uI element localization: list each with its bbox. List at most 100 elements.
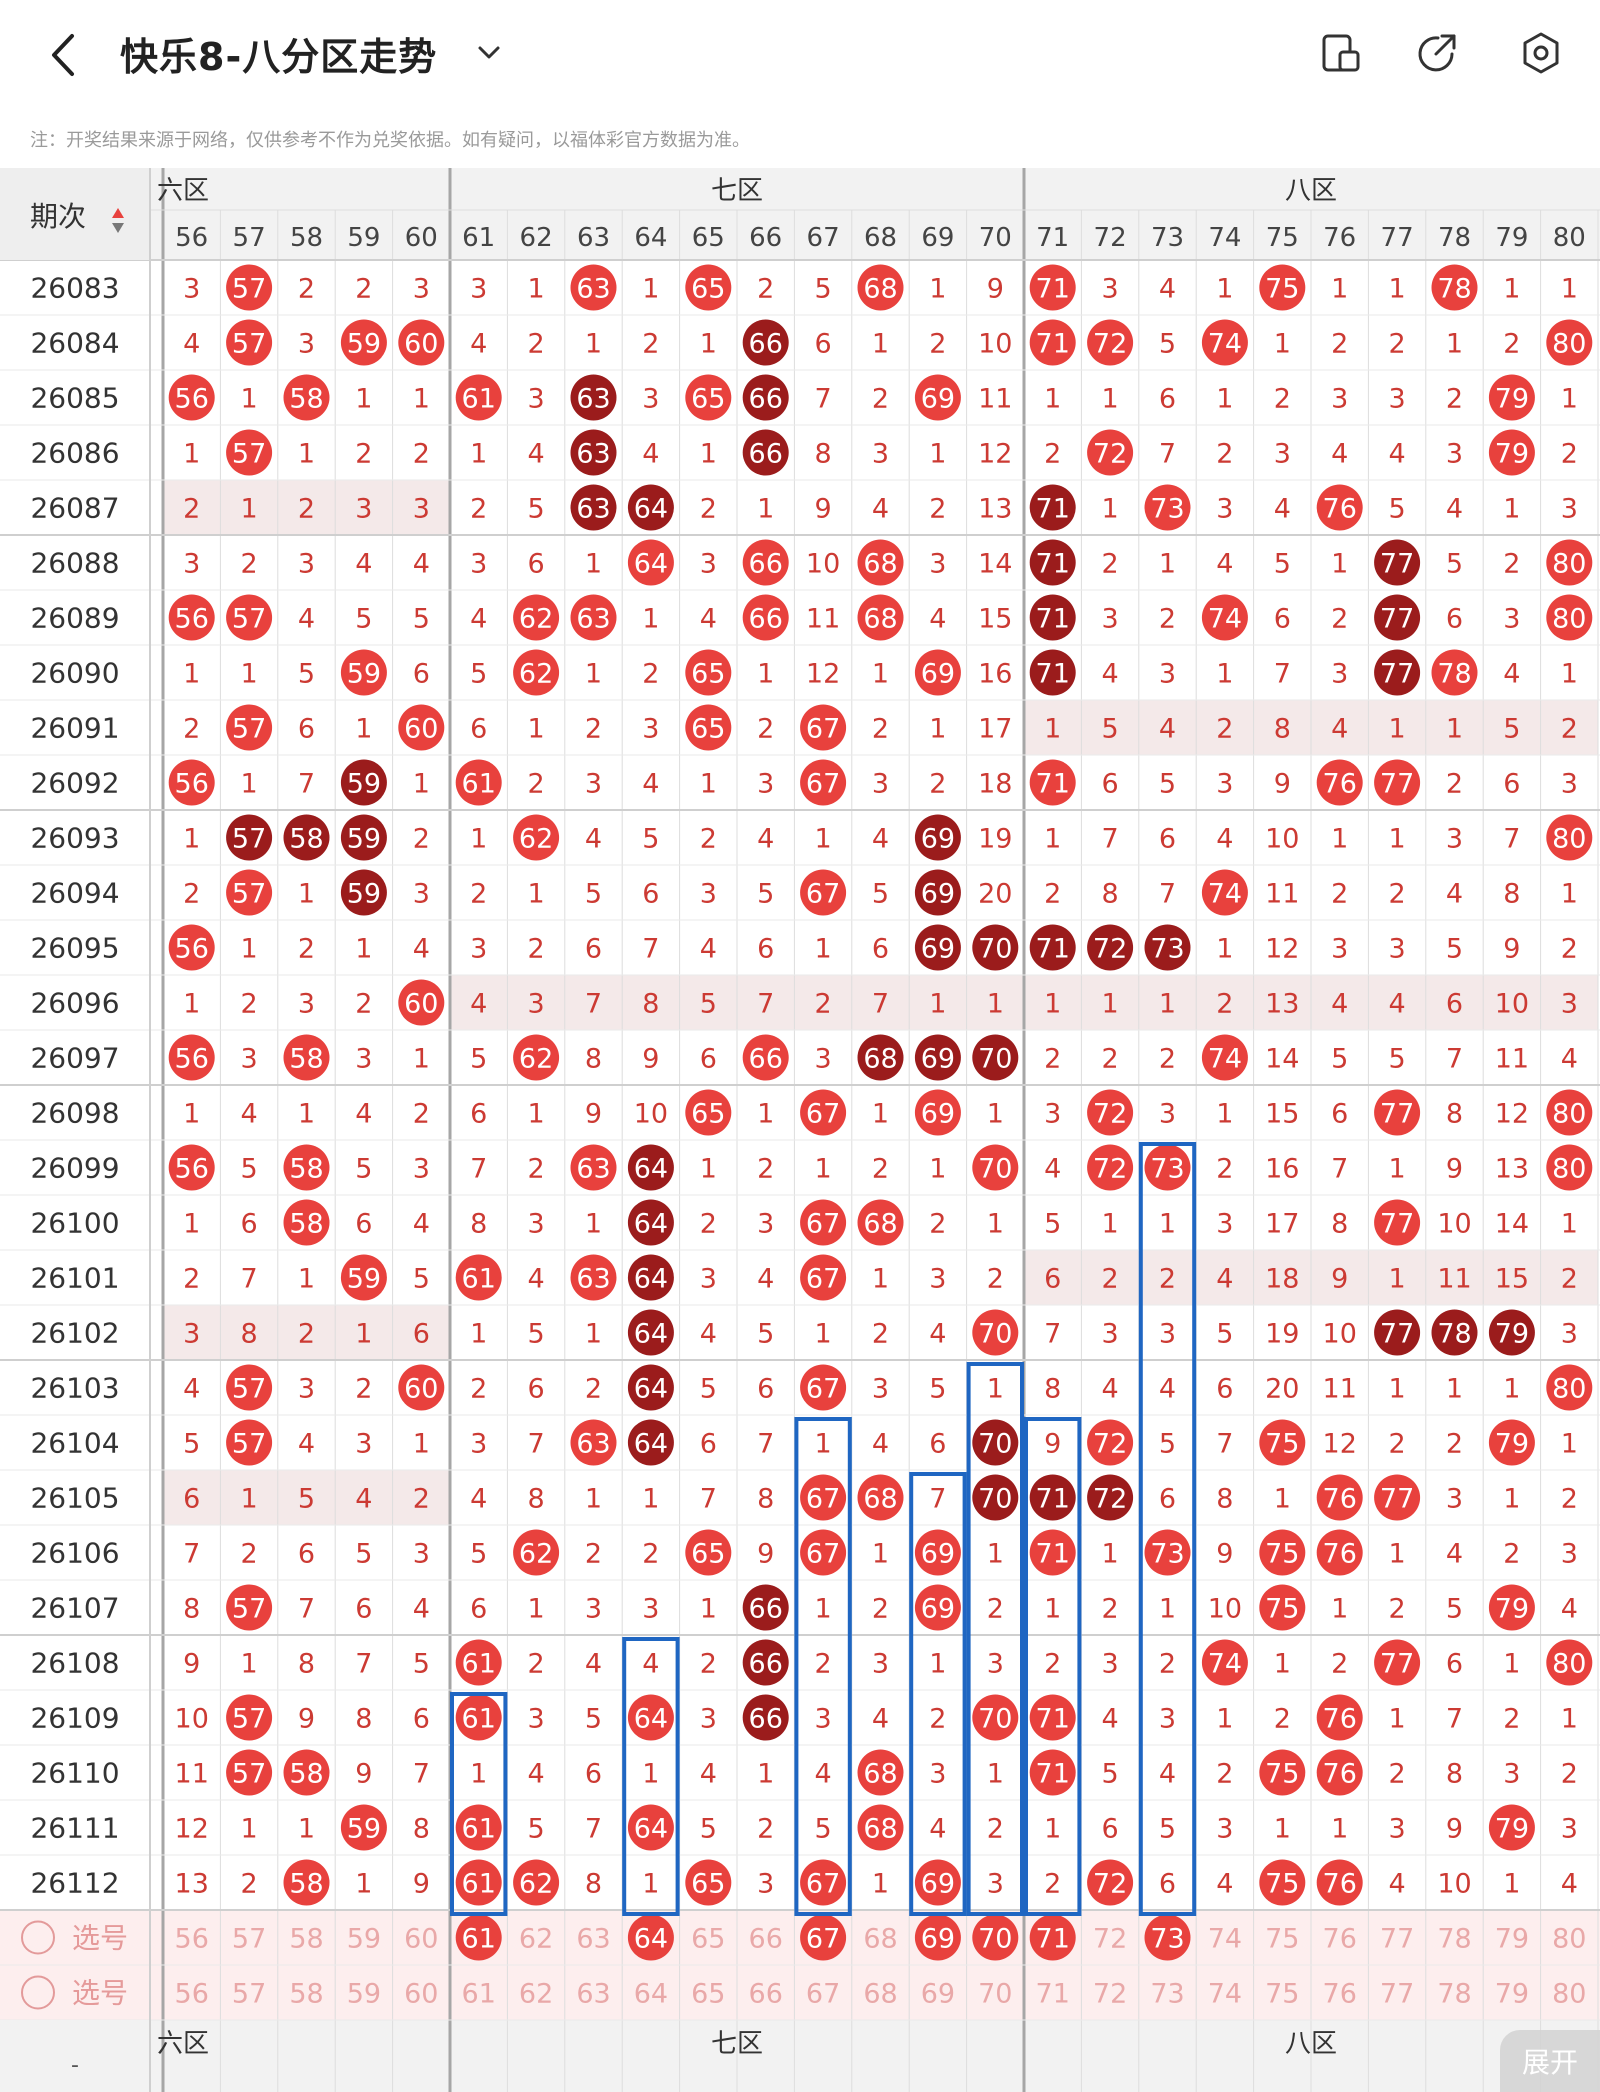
select-number[interactable]: 75 [1265, 1979, 1299, 2010]
ball-circle[interactable] [627, 1914, 674, 1961]
zone-label-bottom: 六区 [157, 2029, 209, 2059]
select-number[interactable]: 65 [691, 1924, 725, 1955]
select-number[interactable]: 75 [1265, 1924, 1299, 1955]
select-number[interactable]: 58 [289, 1924, 323, 1955]
ball-number[interactable]: 61 [462, 1924, 496, 1955]
expand-button[interactable]: 展开 [1500, 2030, 1600, 2092]
ball-number[interactable]: 70 [978, 1924, 1012, 1955]
selected-number-ball[interactable]: 73 [1144, 1914, 1191, 1961]
number-ball: 80 [1546, 1639, 1593, 1686]
miss-count: 3 [183, 1319, 200, 1350]
select-number[interactable]: 76 [1323, 1979, 1357, 2010]
select-number[interactable]: 63 [576, 1979, 610, 2010]
miss-count: 1 [929, 1154, 946, 1185]
select-number[interactable]: 72 [1093, 1924, 1127, 1955]
ball-circle [1316, 1529, 1363, 1576]
select-number[interactable]: 74 [1208, 1924, 1242, 1955]
select-number[interactable]: 69 [921, 1979, 955, 2010]
ball-circle [914, 1584, 961, 1631]
select-number[interactable]: 76 [1323, 1924, 1357, 1955]
ball-circle [455, 1639, 502, 1686]
select-number[interactable]: 79 [1495, 1979, 1529, 2010]
select-number[interactable]: 78 [1437, 1979, 1471, 2010]
select-number[interactable]: 58 [289, 1979, 323, 2010]
ball-circle[interactable] [914, 1914, 961, 1961]
share-icon[interactable] [1414, 30, 1460, 76]
back-icon[interactable] [44, 30, 84, 80]
select-number[interactable]: 57 [232, 1924, 266, 1955]
miss-count: 3 [1216, 769, 1233, 800]
period-header[interactable]: 期次 [30, 200, 86, 233]
selected-number-ball[interactable]: 69 [914, 1914, 961, 1961]
select-number[interactable]: 77 [1380, 1924, 1414, 1955]
miss-count: 13 [1265, 989, 1299, 1020]
number-ball: 57 [226, 594, 273, 641]
miss-count: 12 [806, 659, 840, 690]
ball-circle[interactable] [455, 1914, 502, 1961]
number-ball: 77 [1374, 1639, 1421, 1686]
radio-circle-icon[interactable] [21, 1920, 55, 1955]
select-number[interactable]: 71 [1036, 1979, 1070, 2010]
ball-circle[interactable] [972, 1914, 1019, 1961]
ball-number[interactable]: 64 [634, 1924, 668, 1955]
ball-number[interactable]: 71 [1036, 1924, 1070, 1955]
selected-number-ball[interactable]: 71 [1029, 1914, 1076, 1961]
miss-count: 1 [585, 659, 602, 690]
select-number[interactable]: 60 [404, 1979, 438, 2010]
chevron-down-icon[interactable] [474, 38, 504, 68]
select-number[interactable]: 66 [749, 1979, 783, 2010]
select-number[interactable]: 61 [462, 1979, 496, 2010]
page-title[interactable]: 快乐8-八分区走势 [120, 35, 438, 79]
selected-number-ball[interactable]: 67 [800, 1914, 847, 1961]
select-number[interactable]: 77 [1380, 1979, 1414, 2010]
select-number[interactable]: 73 [1150, 1979, 1184, 2010]
ball-number: 74 [1208, 879, 1242, 910]
select-number[interactable]: 68 [863, 1979, 897, 2010]
sort-down-arrow[interactable] [112, 223, 124, 233]
selected-number-ball[interactable]: 70 [972, 1914, 1019, 1961]
select-number[interactable]: 80 [1552, 1979, 1586, 2010]
sort-up-arrow[interactable] [112, 208, 124, 218]
select-number[interactable]: 62 [519, 1979, 553, 2010]
ball-number[interactable]: 69 [921, 1924, 955, 1955]
select-number[interactable]: 63 [576, 1924, 610, 1955]
number-ball: 69 [914, 374, 961, 421]
select-label[interactable]: 选号 [72, 1922, 128, 1955]
select-number[interactable]: 74 [1208, 1979, 1242, 2010]
ball-number[interactable]: 73 [1150, 1924, 1184, 1955]
ball-number: 80 [1552, 824, 1586, 855]
select-number[interactable]: 59 [347, 1979, 381, 2010]
selected-number-ball[interactable]: 64 [627, 1914, 674, 1961]
ball-circle[interactable] [1144, 1914, 1191, 1961]
sort-icon[interactable] [112, 208, 124, 233]
select-number[interactable]: 67 [806, 1979, 840, 2010]
select-number[interactable]: 56 [175, 1924, 209, 1955]
select-number[interactable]: 62 [519, 1924, 553, 1955]
select-number[interactable]: 56 [175, 1979, 209, 2010]
select-number[interactable]: 78 [1437, 1924, 1471, 1955]
select-number[interactable]: 64 [634, 1979, 668, 2010]
select-number[interactable]: 72 [1093, 1979, 1127, 2010]
ball-number: 77 [1380, 1319, 1414, 1350]
ball-circle[interactable] [1029, 1914, 1076, 1961]
tablet-layout-icon[interactable] [1318, 30, 1364, 76]
radio-circle-icon[interactable] [21, 1975, 55, 2010]
select-number[interactable]: 66 [749, 1924, 783, 1955]
select-number[interactable]: 79 [1495, 1924, 1529, 1955]
select-number[interactable]: 59 [347, 1924, 381, 1955]
miss-count: 1 [757, 659, 774, 690]
select-number[interactable]: 65 [691, 1979, 725, 2010]
select-number[interactable]: 68 [863, 1924, 897, 1955]
select-label[interactable]: 选号 [72, 1977, 128, 2010]
ball-circle [283, 1034, 330, 1081]
select-number[interactable]: 80 [1552, 1924, 1586, 1955]
selected-number-ball[interactable]: 61 [455, 1914, 502, 1961]
settings-icon[interactable] [1518, 30, 1564, 76]
ball-number[interactable]: 67 [806, 1924, 840, 1955]
miss-count: 3 [355, 1044, 372, 1075]
ball-circle[interactable] [800, 1914, 847, 1961]
select-number[interactable]: 60 [404, 1924, 438, 1955]
select-number[interactable]: 57 [232, 1979, 266, 2010]
number-ball: 74 [1201, 1639, 1248, 1686]
select-number[interactable]: 70 [978, 1979, 1012, 2010]
